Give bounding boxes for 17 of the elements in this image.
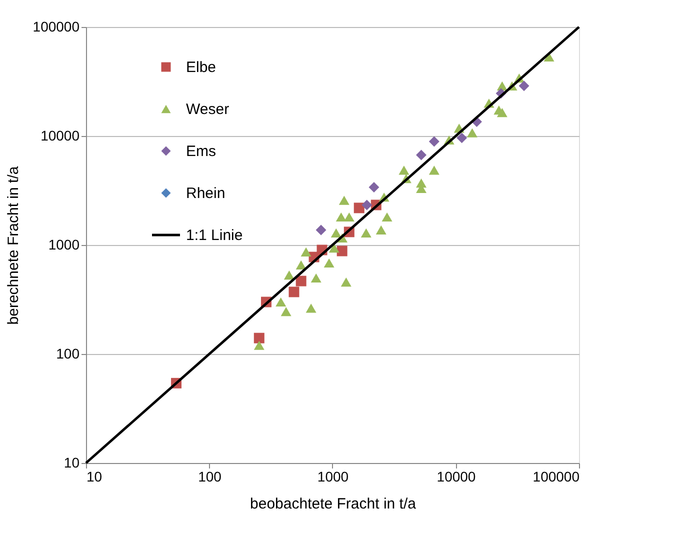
y-tick-label: 1000 (48, 236, 80, 252)
x-axis-title: beobachtete Fracht in t/a (250, 496, 417, 512)
y-axis-title: berechnete Fracht in t/a (4, 166, 22, 325)
y-tick-label: 10000 (40, 128, 80, 144)
x-tick-label: 10000 (436, 468, 476, 484)
x-tick-label: 100 (198, 468, 222, 484)
y-tick-label: 100000 (32, 18, 80, 34)
legend-label: Elbe (186, 59, 216, 76)
x-tick-label: 100000 (532, 468, 580, 484)
legend-label: 1:1 Linie (186, 227, 243, 244)
y-tick-label: 100 (56, 346, 80, 362)
x-tick-label: 10 (86, 468, 102, 484)
legend-label: Weser (186, 101, 230, 118)
legend-label: Rhein (186, 185, 226, 202)
y-tick-label: 10 (64, 454, 80, 470)
x-tick-label: 1000 (317, 468, 349, 484)
legend-label: Ems (186, 143, 216, 160)
